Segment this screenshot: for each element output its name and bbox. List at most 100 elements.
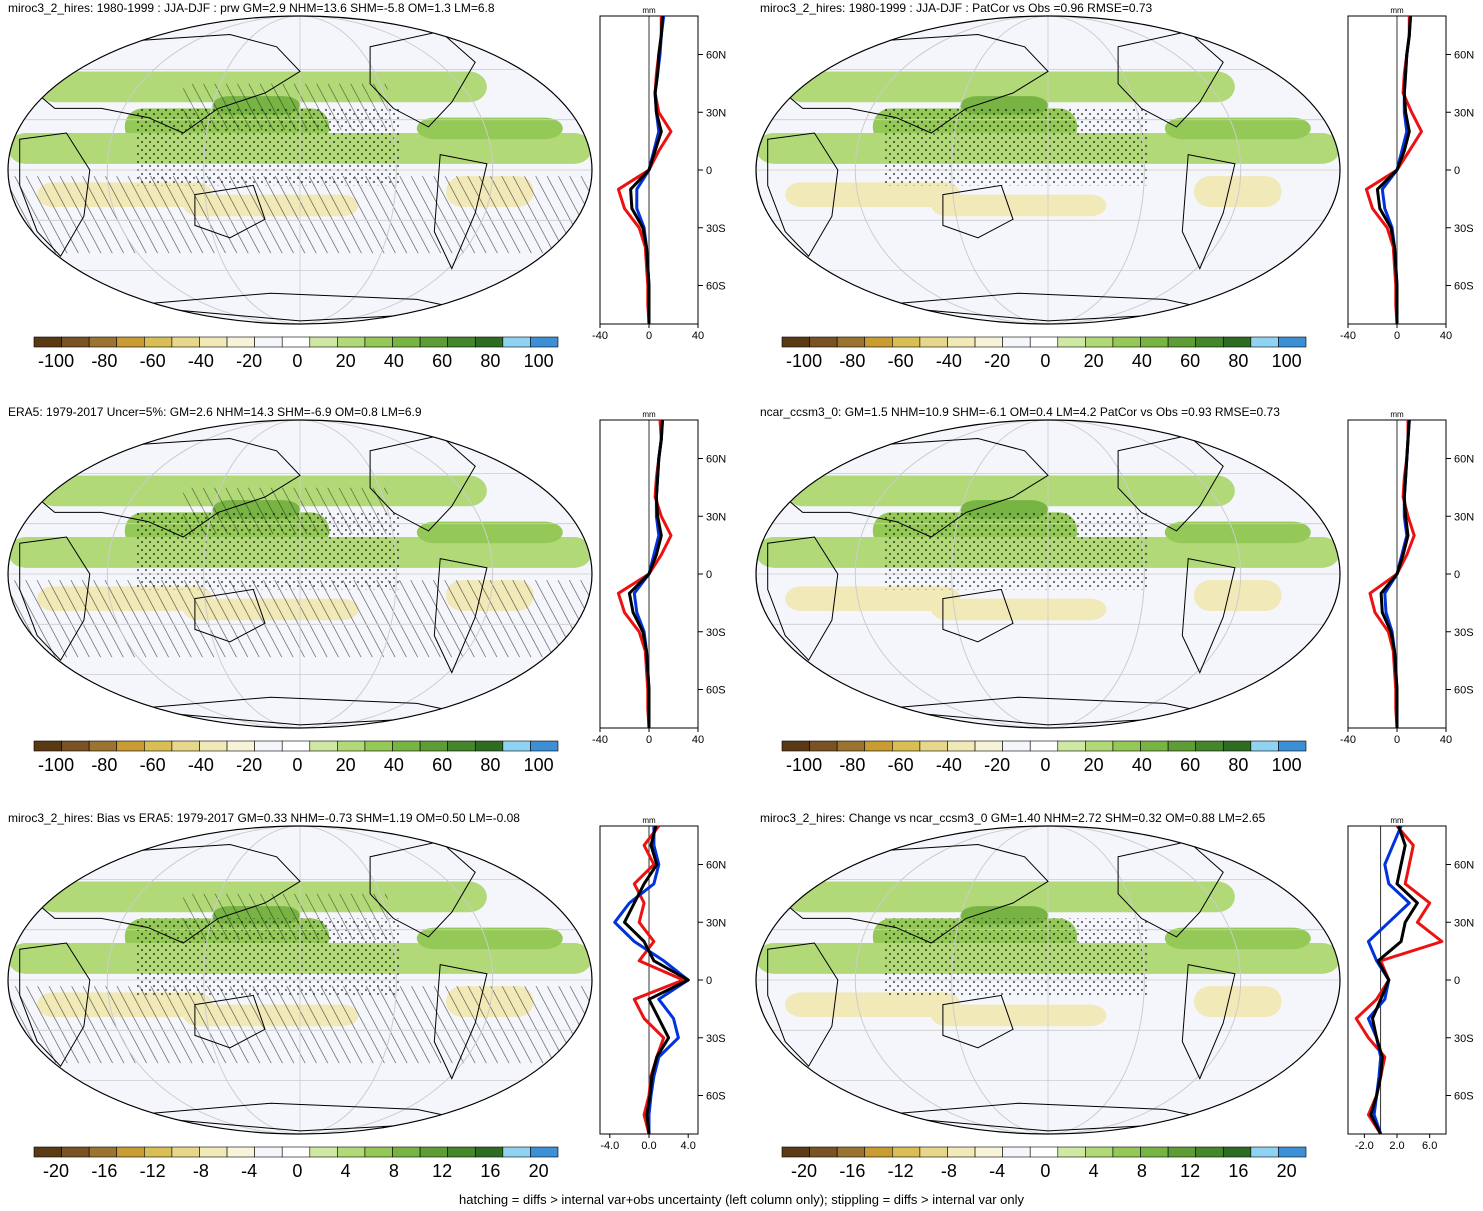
colorbar-swatch [1029,336,1059,348]
colorbar-label: -20 [984,755,1010,775]
colorbar-swatch [1167,740,1196,752]
colorbar-swatch [1057,1146,1086,1158]
colorbar-label: -100 [786,351,822,371]
colorbar-label: -20 [791,1161,817,1181]
colorbar-swatch [337,1146,366,1158]
longitude-gridline [854,16,1242,324]
colorbar-label: 20 [1277,1161,1297,1181]
continent-outline [942,184,1014,239]
profile-ytick-label: 30N [706,917,726,929]
zonal-profile: mm 60N 30N 0 30S 60S -40 0 40 [1340,6,1474,342]
moisture-decrease-region [931,1004,1107,1027]
colorbar-label: 12 [1180,1161,1200,1181]
zonal-profile: mm 60N 30N 0 30S 60S -40 0 40 [1340,410,1474,746]
continent-outline [19,536,91,662]
colorbar-label: -60 [140,755,166,775]
profile-xtick-label: -40 [592,734,608,746]
colorbar-swatch [781,740,810,752]
colorbar-swatch [530,1146,559,1158]
colorbar-swatch [1167,1146,1196,1158]
colorbar-swatch [199,740,228,752]
moisture-decrease-region [785,586,961,611]
profile-ytick-label: 60N [1454,454,1474,466]
colorbar-swatch [364,740,393,752]
longitude-gridline [203,420,397,728]
colorbar-swatch [1002,336,1031,348]
colorbar-swatch [947,740,976,752]
profile-xtick-label: 40 [1440,330,1452,342]
colorbar: -100 -80 -60 -40 -20 0 20 40 60 80 100 [33,336,559,371]
continent-outline [194,184,266,239]
colorbar-label: -8 [193,1161,209,1181]
colorbar-label: 40 [1132,755,1152,775]
profile-unit-label: mm [1390,410,1404,419]
colorbar-swatch [836,1146,866,1158]
colorbar-label: -20 [984,351,1010,371]
map-fill [8,420,592,728]
profile-ytick-label: 60S [1454,1091,1474,1103]
colorbar-swatch [447,1146,476,1158]
longitude-gridline [203,826,397,1134]
colorbar-label: 60 [1180,755,1200,775]
continent-outline [19,132,91,258]
map-panel [7,15,593,325]
moisture-decrease-region [931,194,1107,217]
colorbar-swatch [1085,740,1114,752]
colorbar-swatch [281,336,311,348]
colorbar-swatch [474,740,504,752]
colorbar-label: 20 [336,755,356,775]
colorbar-swatch [61,1146,90,1158]
profile-xtick-label: 0 [646,330,652,342]
moisture-decrease-region [785,992,961,1017]
colorbar-swatch [88,336,118,348]
colorbar-swatch [88,1146,118,1158]
colorbar-swatch [1222,1146,1252,1158]
panel-title: miroc3_2_hires: Bias vs ERA5: 1979-2017 … [8,811,520,825]
colorbar-swatch [836,740,866,752]
stippling-region [884,512,1148,590]
moisture-increase-region [785,71,1235,103]
continent-outline [1181,964,1236,1080]
colorbar-swatch [781,336,810,348]
colorbar-swatch [1140,1146,1169,1158]
hatching-region [183,83,388,130]
colorbar-swatch [1222,740,1252,752]
colorbar-swatch [1222,336,1252,348]
colorbar-label: -40 [936,351,962,371]
moisture-increase-region [416,521,563,544]
colorbar-swatch [947,1146,976,1158]
colorbar-swatch [1002,1146,1031,1158]
colorbar-label: 0 [292,351,302,371]
colorbar-swatch [116,740,145,752]
profile-ytick-label: 30S [1454,223,1474,235]
profile-xtick-label: -40 [1340,734,1356,746]
colorbar-swatch [171,740,200,752]
map-fill [756,826,1340,1134]
profile-unit-label: mm [1390,816,1404,825]
colorbar-label: -100 [786,755,822,775]
colorbar-swatch [419,740,448,752]
colorbar-label: 12 [432,1161,452,1181]
map-panel [755,419,1341,729]
colorbar-label: -80 [839,351,865,371]
colorbar-swatch [974,336,1003,348]
panel-title: ERA5: 1979-2017 Uncer=5%: GM=2.6 NHM=14.… [8,405,422,419]
colorbar-label: 40 [384,755,404,775]
colorbar-swatch [1085,336,1114,348]
continent-outline [19,942,91,1068]
profile-xtick-label: 2.0 [1389,1140,1404,1152]
colorbar-swatch [974,1146,1003,1158]
continent-outline [194,994,266,1049]
colorbar-label: -80 [91,351,117,371]
colorbar-swatch [864,1146,893,1158]
zonal-profile: mm 60N 30N 0 30S 60S -4.0 0.0 4.0 [599,816,726,1152]
colorbar-label: -16 [839,1161,865,1181]
map-fill [756,420,1340,728]
colorbar-label: 100 [524,755,554,775]
colorbar-swatch [254,336,283,348]
colorbar-swatch [226,336,255,348]
colorbar-swatch [1195,336,1224,348]
profile-ytick-label: 0 [1454,165,1460,177]
colorbar-swatch [864,740,893,752]
colorbar-label: 0 [1040,1161,1050,1181]
